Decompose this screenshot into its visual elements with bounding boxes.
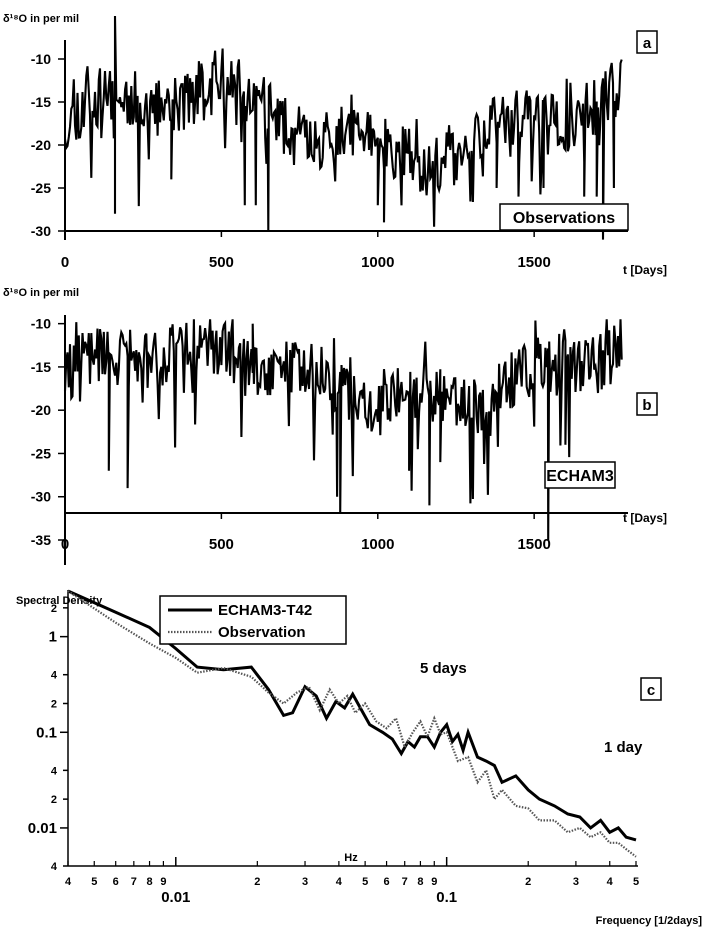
- panel-c-x-minor-tick-label: 3: [573, 876, 579, 888]
- panel-b-xlabel: t [Days]: [623, 511, 667, 525]
- panel-c-xlabel: Frequency [1/2days]: [596, 915, 703, 927]
- panel-c-x-minor-tick-label: 4: [65, 876, 72, 888]
- panel-c-x-minor-tick-label: 2: [254, 876, 260, 888]
- panel-a-label-box: [499, 203, 629, 231]
- panel-a-y-tick-label: -30: [31, 223, 51, 239]
- panel-c-y-tick-label: 2: [51, 698, 57, 710]
- panel-c-x-minor-tick-label: 5: [362, 876, 368, 888]
- panel-a-x-ticks: 0 500 1000 1500: [61, 231, 551, 271]
- panel-a: δ¹⁸O in per mil a -10 -15 -20 -25 -30 0 500 10…: [3, 13, 667, 277]
- panel-a-y-ticks: -10 -15 -20 -25 -30: [31, 51, 65, 239]
- panel-a-x-tick-label: 1500: [517, 254, 550, 271]
- panel-b-y-tick-label: -25: [31, 445, 51, 461]
- panel-b-x-tick-label: 500: [209, 536, 234, 553]
- panel-b-label-box: [544, 461, 616, 489]
- panel-c-y-tick-label: 2: [51, 603, 57, 615]
- panel-b-x-tick-label: 1500: [517, 536, 550, 553]
- panel-b-letter: b: [642, 397, 651, 414]
- panel-b-y-tick-label: -20: [31, 402, 51, 418]
- panel-b-ylabel: δ¹⁸O in per mil: [3, 287, 79, 299]
- panel-b-x-tick-label: 1000: [361, 536, 394, 553]
- panel-c-x-minor-tick-label: 6: [113, 876, 119, 888]
- panel-c-annotation-5-days: 5 days: [420, 660, 467, 677]
- panel-a-x-tick-label: 500: [209, 254, 234, 271]
- panel-c-x-minor-tick-label: 2: [525, 876, 531, 888]
- panel-c-y-tick-label: 4: [51, 670, 58, 682]
- panel-c-y-tick-label: 0.1: [36, 724, 57, 741]
- panel-a-y-tick-label: -10: [31, 51, 51, 67]
- panel-c-y-tick-label: 4: [51, 765, 58, 777]
- panel-b-series-line: [63, 319, 623, 541]
- panel-b-y-tick-label: -35: [31, 532, 51, 548]
- panel-c-x-minor-tick-label: 7: [402, 876, 408, 888]
- panel-b-label-text: ECHAM3: [546, 468, 614, 485]
- panel-c-series-echam: [67, 589, 637, 842]
- panel-c-x-minor-tick-label: 9: [160, 876, 166, 888]
- panel-c-x-minor-tick-label: 4: [336, 876, 343, 888]
- panel-a-x-tick-label: 1000: [361, 254, 394, 271]
- panel-a-letter-box: [636, 30, 658, 54]
- panel-c-x-major-tick-label: 0.1: [436, 889, 457, 906]
- panel-c-letter-box: [640, 677, 662, 701]
- panel-c-unit-label: Hz: [344, 852, 358, 864]
- panel-a-y-tick-label: -15: [31, 94, 51, 110]
- panel-c-y-ticks: 2 1 4 2 0.1 4 2 0.01 4: [28, 603, 68, 873]
- panel-c-x-minor-tick-label: 3: [302, 876, 308, 888]
- panel-c-legend-label-observation: Observation: [218, 624, 306, 641]
- panel-a-x-tick-label: 0: [61, 254, 69, 271]
- panel-b-y-tick-label: -30: [31, 489, 51, 505]
- panel-a-xlabel: t [Days]: [623, 263, 667, 277]
- panel-c-x-minor-tick-label: 8: [146, 876, 152, 888]
- panel-c-x-minor-tick-label: 9: [431, 876, 437, 888]
- panel-c-x-minor-tick-label: 7: [131, 876, 137, 888]
- panel-c-legend-label-echam: ECHAM3-T42: [218, 602, 312, 619]
- panel-c-series-observation: [67, 590, 637, 858]
- panel-c-y-tick-label: 1: [49, 629, 57, 646]
- panel-b-y-tick-label: -10: [31, 316, 51, 332]
- panel-a-label-text: Observations: [513, 210, 615, 227]
- panel-c-legend-box: [159, 595, 347, 645]
- panel-c-x-major-tick-label: 0.01: [161, 889, 190, 906]
- panel-c-y-tick-label: 2: [51, 794, 57, 806]
- panel-c-x-minor-tick-label: 8: [417, 876, 423, 888]
- panel-c-y-tick-label: 0.01: [28, 820, 57, 837]
- panel-c-letter: c: [647, 682, 655, 699]
- panel-b: δ¹⁸O in per mil b -10-15-20-25-30-35 050…: [3, 287, 667, 565]
- panel-c-annotation-1-day: 1 day: [604, 739, 643, 756]
- panel-c-x-minor-tick-label: 4: [607, 876, 614, 888]
- panel-a-letter: a: [643, 35, 652, 52]
- panel-a-series-line: [63, 15, 623, 240]
- panel-c-x-minor-tick-label: 5: [91, 876, 97, 888]
- panel-a-y-tick-label: -25: [31, 180, 51, 196]
- panel-c-x-minor-tick-label: 6: [384, 876, 390, 888]
- panel-a-y-tick-label: -20: [31, 137, 51, 153]
- panel-b-letter-box: [636, 392, 658, 416]
- panel-b-y-ticks: -10 -15 -20 -25 -30 -35: [31, 316, 65, 548]
- panel-c-y-tick-label: 4: [51, 861, 58, 873]
- panel-b-y-tick-label: -15: [31, 359, 51, 375]
- panel-c-x-minor-tick-label: 5: [633, 876, 639, 888]
- panel-a-ylabel: δ¹⁸O in per mil: [3, 13, 79, 25]
- panel-c-x-ticks: 4 5 6 7 8 9 2 3 4 5 6 7 8 9 2 3 4 50.01 0.1: [65, 857, 639, 906]
